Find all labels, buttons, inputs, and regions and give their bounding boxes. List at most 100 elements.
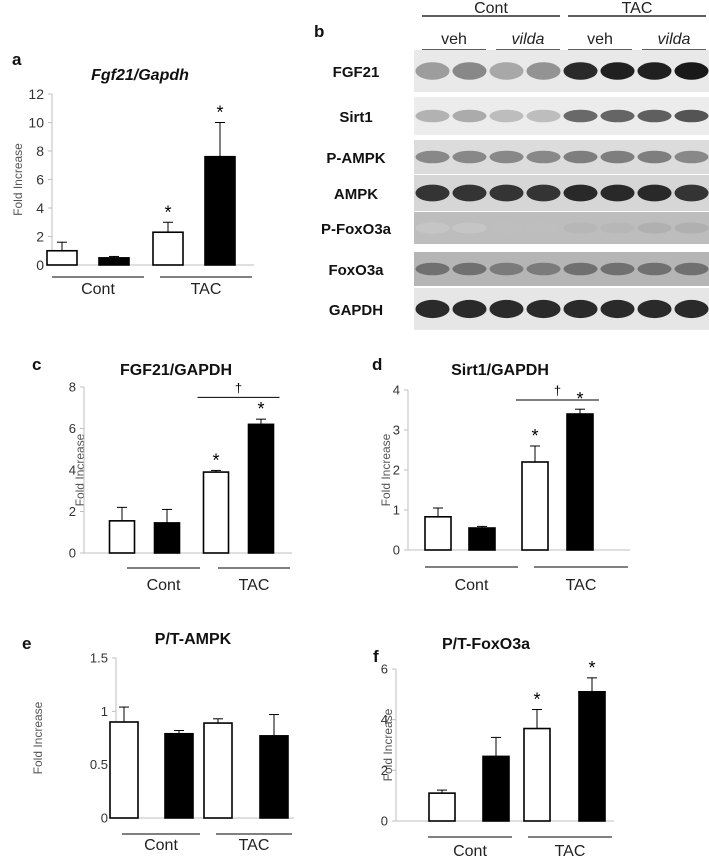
y-axis-label: Fold Increase — [73, 433, 87, 506]
y-axis-label: Fold Increase — [381, 708, 395, 781]
blot-band — [415, 184, 450, 202]
y-tick-label: 0 — [393, 543, 400, 558]
blot-band — [563, 184, 598, 202]
chart-title: P/T-FoxO3a — [442, 636, 530, 653]
x-group-label: TAC — [566, 577, 597, 594]
blot-group-label: TAC — [622, 0, 653, 17]
blot-band — [526, 62, 561, 80]
blot-band — [489, 222, 524, 234]
bar — [523, 727, 551, 822]
blot-band — [637, 299, 672, 319]
bar — [46, 249, 78, 266]
significance-star: * — [576, 389, 583, 409]
panel-letter-c: c — [32, 355, 42, 374]
y-tick-label: 4 — [36, 200, 44, 216]
blot-band — [637, 62, 672, 80]
blot-band — [489, 299, 524, 319]
significance-star: * — [212, 450, 219, 470]
chart-e: P/T-AMPK Fold Increase 0 0.5 1 1.5 Cont TAC — [31, 631, 294, 854]
blot-band — [674, 150, 709, 164]
blot-band — [563, 222, 598, 234]
blot-row-label: Sirt1 — [339, 109, 372, 126]
y-tick-label: 0 — [69, 546, 76, 561]
chart-c: FGF21/GAPDH Fold Increase 0 2 4 6 8 * * † Cont TAC — [69, 362, 292, 594]
panel-letter-b: b — [314, 22, 325, 41]
blot-row-label: FoxO3a — [328, 262, 384, 279]
blot-band — [415, 299, 450, 319]
y-tick-label: 4 — [381, 712, 388, 727]
chart-title: Fgf21/Gapdh — [91, 67, 189, 84]
blot-row — [414, 288, 709, 330]
blot-band — [637, 184, 672, 202]
chart-title: P/T-AMPK — [155, 631, 232, 648]
y-tick-label: 6 — [381, 662, 388, 677]
bar — [153, 522, 181, 554]
treatment-label: vilda — [512, 31, 545, 48]
x-group-label: Cont — [144, 837, 178, 854]
x-group-label: TAC — [191, 281, 222, 298]
y-tick-label: 2 — [36, 228, 44, 244]
y-tick-label: 0 — [101, 811, 108, 826]
blot-band — [415, 109, 450, 123]
y-tick-label: 1.5 — [90, 651, 108, 666]
bar — [202, 471, 230, 554]
y-tick-label: 4 — [69, 463, 76, 478]
significance-star: * — [216, 103, 223, 123]
panel-letter-a: a — [12, 50, 22, 69]
chart-d: Sirt1/GAPDH Fold Increase 0 1 2 3 4 * * † Cont TAC — [379, 362, 630, 594]
y-tick-label: 8 — [69, 380, 76, 395]
blot-band — [637, 150, 672, 164]
dagger-symbol: † — [554, 383, 561, 398]
blot-band — [526, 299, 561, 319]
blot-row-label: P-FoxO3a — [321, 221, 392, 238]
treatment-label: vilda — [658, 31, 691, 48]
y-tick-label: 2 — [69, 504, 76, 519]
y-tick-label: 0 — [36, 257, 44, 273]
blot-band — [526, 109, 561, 123]
panel-letter-e: e — [22, 634, 32, 653]
blot-band — [674, 109, 709, 123]
blot-band — [600, 262, 635, 276]
y-tick-label: 0 — [381, 814, 388, 829]
blot-band — [489, 262, 524, 276]
blot-band — [600, 150, 635, 164]
blot-band — [415, 150, 450, 164]
y-tick-label: 2 — [393, 463, 400, 478]
blot-band — [600, 184, 635, 202]
y-tick-label: 10 — [28, 114, 44, 130]
blot-band — [489, 109, 524, 123]
blot-band — [489, 62, 524, 80]
blot-band — [452, 109, 487, 123]
blot-row — [414, 140, 709, 174]
bar — [259, 735, 289, 819]
western-blot-panel: Cont TAC veh vilda veh vilda FGF21 Sirt1 P-AMPK A… — [321, 0, 709, 330]
significance-star: * — [533, 690, 540, 710]
blot-band — [452, 262, 487, 276]
blot-row — [414, 252, 709, 286]
blot-band — [415, 222, 450, 234]
blot-row-label: GAPDH — [329, 302, 383, 319]
bar — [566, 413, 594, 551]
blot-band — [489, 150, 524, 164]
blot-band — [452, 184, 487, 202]
bar — [468, 527, 496, 551]
blot-row-label: AMPK — [334, 186, 378, 203]
blot-band — [637, 262, 672, 276]
y-axis-label: Fold Increase — [379, 433, 393, 506]
blot-row-label: P-AMPK — [326, 150, 385, 167]
blot-band — [526, 222, 561, 234]
significance-star: * — [257, 399, 264, 419]
bar — [109, 721, 139, 819]
blot-row — [414, 50, 709, 92]
significance-star: * — [531, 426, 538, 446]
blot-band — [674, 62, 709, 80]
blot-band — [674, 299, 709, 319]
significance-star: * — [588, 658, 595, 678]
x-group-label: Cont — [147, 577, 181, 594]
blot-band — [600, 62, 635, 80]
y-tick-label: 6 — [36, 171, 44, 187]
bar — [247, 423, 275, 554]
blot-band — [563, 150, 598, 164]
panel-letter-f: f — [373, 647, 379, 666]
blot-row — [414, 212, 709, 244]
